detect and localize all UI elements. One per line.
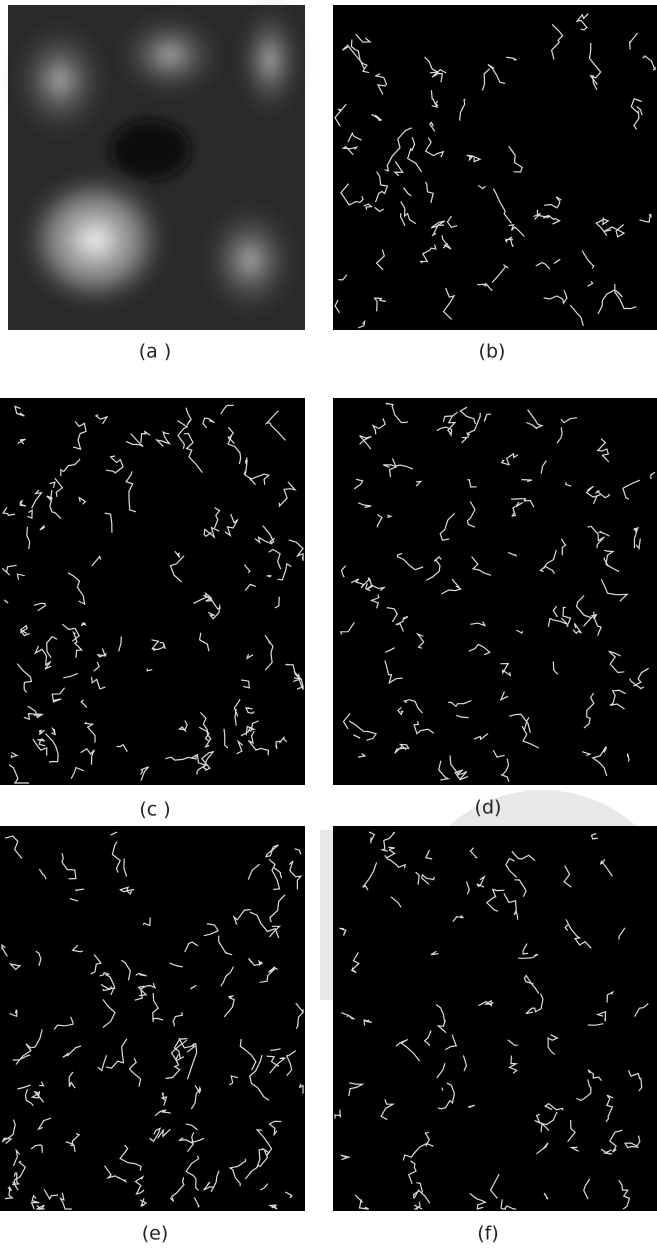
caption: (a )	[139, 341, 172, 363]
caption: (f)	[477, 1223, 499, 1245]
caption: (c )	[139, 799, 170, 821]
figure: (a ) (b) (c ) (d) (e) (f)	[0, 0, 657, 1255]
panel-b-image	[333, 5, 657, 330]
figure-page: (a ) (b) (c ) (d) (e) (f) (() => { const…	[0, 0, 657, 1255]
panel-a-image	[8, 0, 305, 330]
panel-d-image	[333, 398, 657, 785]
panel-c-image	[0, 398, 305, 785]
edge-line	[442, 1088, 443, 1091]
caption: (d)	[475, 797, 502, 819]
caption: (b)	[479, 341, 506, 363]
caption: (e)	[142, 1223, 169, 1245]
